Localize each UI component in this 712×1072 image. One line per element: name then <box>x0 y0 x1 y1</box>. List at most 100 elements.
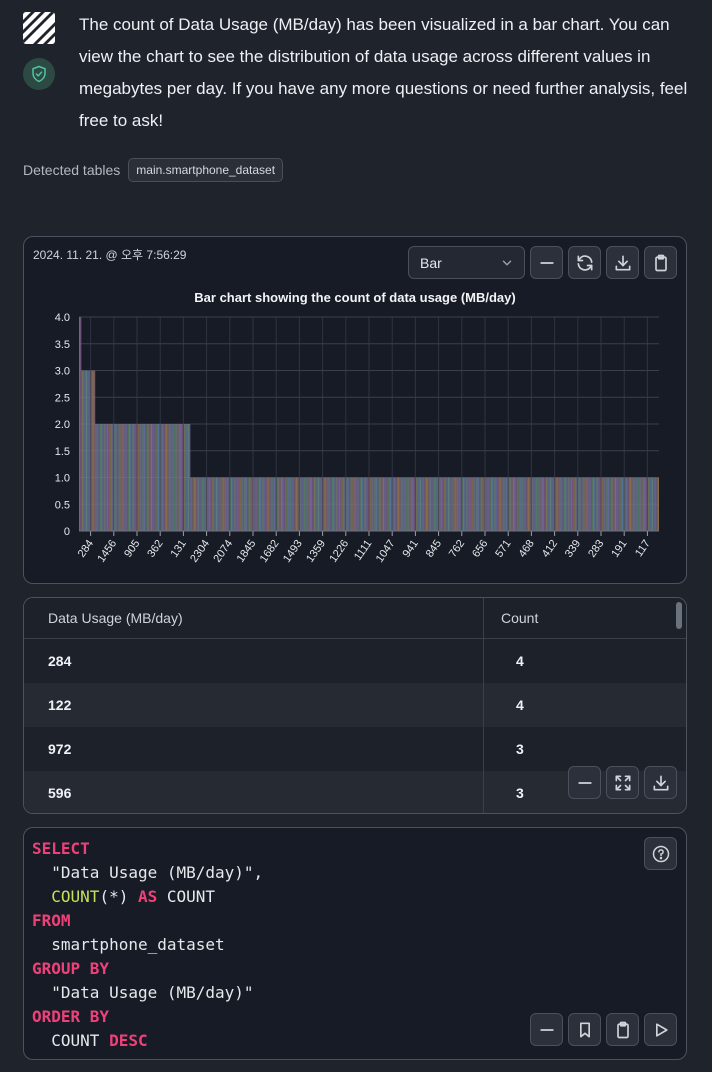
bar[interactable] <box>549 477 552 532</box>
bar[interactable] <box>300 477 302 532</box>
bar[interactable] <box>540 477 542 532</box>
bar[interactable] <box>634 477 636 532</box>
bar[interactable] <box>96 424 98 531</box>
bar[interactable] <box>366 477 368 532</box>
bar[interactable] <box>450 477 452 532</box>
bar[interactable] <box>393 477 395 532</box>
bar[interactable] <box>331 477 334 532</box>
bar[interactable] <box>480 477 482 532</box>
bar[interactable] <box>166 424 168 531</box>
bar[interactable] <box>413 477 415 532</box>
bar[interactable] <box>503 477 505 532</box>
bar[interactable] <box>422 477 424 532</box>
bar[interactable] <box>336 477 338 532</box>
bar[interactable] <box>177 424 179 531</box>
bar[interactable] <box>251 477 253 532</box>
bar[interactable] <box>437 477 439 532</box>
bar[interactable] <box>618 477 620 532</box>
bar[interactable] <box>495 477 497 532</box>
run-query-button[interactable] <box>644 1013 677 1046</box>
help-button[interactable] <box>644 837 677 870</box>
bar[interactable] <box>487 477 489 532</box>
bar[interactable] <box>543 477 545 532</box>
bar[interactable] <box>222 477 224 532</box>
bar[interactable] <box>197 477 199 532</box>
bar[interactable] <box>131 424 133 531</box>
bar[interactable] <box>335 477 337 532</box>
bar[interactable] <box>147 424 149 531</box>
bar[interactable] <box>364 477 366 532</box>
bar[interactable] <box>604 477 606 532</box>
bar[interactable] <box>287 477 289 532</box>
bar[interactable] <box>338 477 340 532</box>
bar[interactable] <box>232 477 234 532</box>
bar[interactable] <box>370 477 372 532</box>
table-chip[interactable]: main.smartphone_dataset <box>128 158 284 182</box>
download-chart-button[interactable] <box>606 246 639 279</box>
bar[interactable] <box>161 424 163 531</box>
bar[interactable] <box>283 477 285 532</box>
bar[interactable] <box>278 477 280 532</box>
bar[interactable] <box>565 477 567 532</box>
bar[interactable] <box>199 477 201 532</box>
bar[interactable] <box>265 477 267 532</box>
bar[interactable] <box>120 424 122 531</box>
bar[interactable] <box>371 477 373 532</box>
bar[interactable] <box>280 477 282 532</box>
bar[interactable] <box>358 477 360 532</box>
bar[interactable] <box>449 477 451 532</box>
bar[interactable] <box>333 477 335 532</box>
bar[interactable] <box>262 477 264 532</box>
bar[interactable] <box>461 477 463 532</box>
bar[interactable] <box>433 477 436 532</box>
bar[interactable] <box>590 477 592 532</box>
bar[interactable] <box>507 477 509 532</box>
bar[interactable] <box>208 477 211 532</box>
bar[interactable] <box>636 477 639 532</box>
bar[interactable] <box>533 477 535 532</box>
bar[interactable] <box>585 477 588 532</box>
bar[interactable] <box>337 477 339 532</box>
bar[interactable] <box>363 477 365 532</box>
bar[interactable] <box>140 424 142 531</box>
bar[interactable] <box>591 477 593 532</box>
bar[interactable] <box>291 477 293 532</box>
bar[interactable] <box>438 477 440 532</box>
bar[interactable] <box>160 424 162 531</box>
bar[interactable] <box>188 424 190 531</box>
bar[interactable] <box>530 477 532 532</box>
bar[interactable] <box>532 477 534 532</box>
bar[interactable] <box>442 477 444 532</box>
bar[interactable] <box>517 477 519 532</box>
bar[interactable] <box>118 424 120 531</box>
bar[interactable] <box>298 477 300 532</box>
bar[interactable] <box>501 477 503 532</box>
bar[interactable] <box>206 477 208 532</box>
bar[interactable] <box>217 477 219 532</box>
bar[interactable] <box>138 424 140 531</box>
bar[interactable] <box>253 477 255 532</box>
bar[interactable] <box>111 424 113 531</box>
column-header-count[interactable]: Count <box>501 610 539 626</box>
bar[interactable] <box>386 477 388 532</box>
bar[interactable] <box>603 477 605 532</box>
bar[interactable] <box>624 477 626 532</box>
bar[interactable] <box>304 477 306 532</box>
bar[interactable] <box>142 424 144 531</box>
bar[interactable] <box>343 477 345 532</box>
bar[interactable] <box>229 477 231 532</box>
bar[interactable] <box>236 477 238 532</box>
bar[interactable] <box>257 477 259 532</box>
bar[interactable] <box>214 477 216 532</box>
bar[interactable] <box>162 424 164 531</box>
bar[interactable] <box>353 477 356 532</box>
bar[interactable] <box>479 477 481 532</box>
bar[interactable] <box>616 477 618 532</box>
bar[interactable] <box>92 370 95 532</box>
bar[interactable] <box>127 424 129 531</box>
bar[interactable] <box>418 477 421 532</box>
bar[interactable] <box>567 477 569 532</box>
column-header-data-usage[interactable]: Data Usage (MB/day) <box>48 610 183 626</box>
bar[interactable] <box>485 477 487 532</box>
bar[interactable] <box>113 424 115 531</box>
